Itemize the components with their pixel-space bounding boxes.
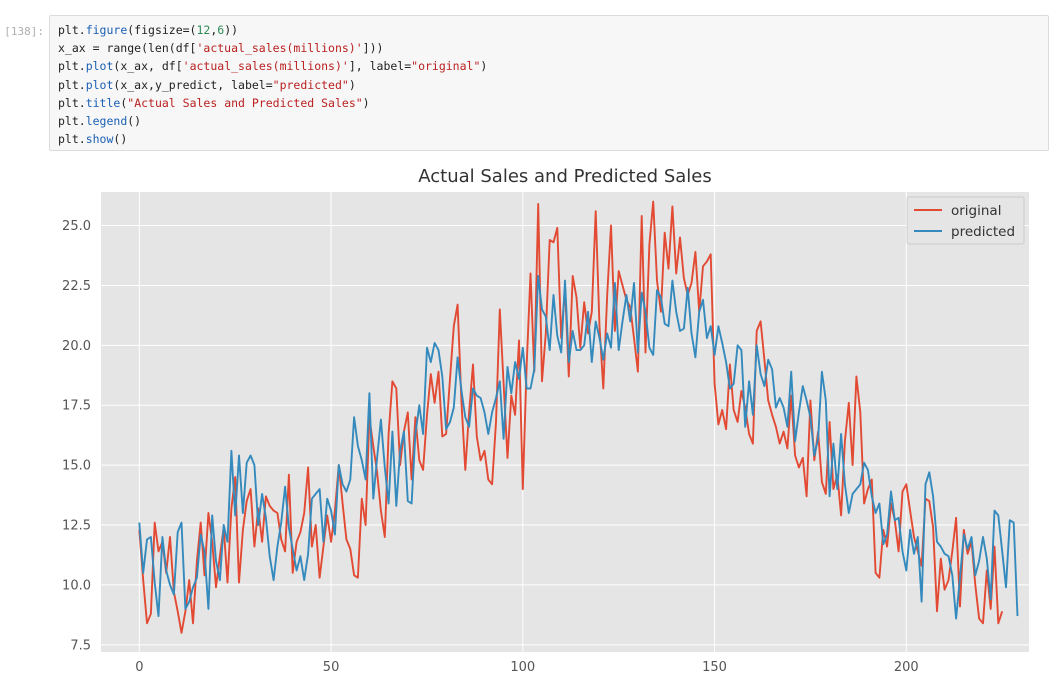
code-token: ) (348, 77, 356, 92)
code-token: show (85, 132, 114, 147)
grid (101, 192, 1029, 652)
code-token: figure (85, 23, 128, 37)
chart-figure: 7.5 10.0 12.5 15.0 17.5 20.0 22.5 25.0 0 50 100 150… (62, 166, 1029, 675)
code-token: plt. (58, 132, 86, 147)
code-token: plt. (58, 77, 86, 92)
x-tick-label: 200 (894, 660, 919, 675)
series-line-predicted (138, 274, 1019, 620)
series-lines (138, 200, 1019, 634)
y-tick-label: 15.0 (62, 459, 91, 474)
x-tick-label: 150 (702, 660, 727, 675)
legend-label-original: original (951, 203, 1001, 219)
code-token: (figsize=( (127, 23, 197, 37)
legend-label-predicted: predicted (951, 224, 1015, 240)
x-tick-label: 50 (323, 660, 340, 675)
code-line: plt.plot(x_ax, df['actual_sales(millions… (58, 57, 1048, 75)
code-token: ], label= (348, 59, 412, 74)
code-token: 'actual_sales(millions)' (196, 41, 363, 56)
tick-labels: 7.5 10.0 12.5 15.0 17.5 20.0 22.5 25.0 0 50 100 150… (62, 219, 919, 675)
y-tick-label: 7.5 (70, 638, 91, 653)
y-tick-label: 25.0 (62, 219, 91, 234)
code-token: )) (224, 23, 239, 37)
code-token: "Actual Sales and Predicted Sales" (127, 95, 363, 110)
code-token: plt. (58, 59, 86, 74)
code-token: plt. (58, 113, 86, 128)
code-token: title (85, 95, 121, 110)
code-token: (x_ax,y_predict, label= (113, 77, 273, 92)
code-token: ( (120, 95, 128, 110)
code-line: plt.show() (58, 130, 1048, 148)
y-tick-label: 20.0 (62, 339, 91, 354)
code-line: x_ax = range(len(df['actual_sales(millio… (58, 39, 1048, 57)
chart-title: Actual Sales and Predicted Sales (418, 166, 711, 187)
cell-prompt: [138]: (4, 25, 44, 38)
y-tick-label: 12.5 (62, 519, 91, 534)
code-token: plot (85, 77, 114, 92)
code-token: () (113, 132, 128, 147)
code-token: plt. (58, 23, 86, 37)
x-tick-label: 100 (510, 660, 535, 675)
plot-area (101, 192, 1029, 652)
code-line: plt.figure(figsize=(12,6)) (58, 21, 1048, 39)
code-cell[interactable]: plt.figure(figsize=(12,6)) x_ax = range(l… (49, 15, 1049, 151)
code-line: plt.legend() (58, 112, 1048, 130)
code-token: ) (480, 59, 488, 74)
y-tick-label: 22.5 (62, 279, 91, 294)
legend-box (906, 196, 1025, 245)
y-tick-label: 17.5 (62, 399, 91, 414)
code-token: 'actual_sales(millions)' (182, 59, 349, 74)
code-token: x_ax = range(len(df[ (58, 41, 197, 56)
code-token: "original" (411, 59, 481, 74)
code-token: plt. (58, 95, 86, 110)
code-token: ])) (362, 41, 384, 56)
code-token: 6 (217, 23, 225, 37)
code-line: plt.title("Actual Sales and Predicted Sa… (58, 94, 1048, 112)
series-line-original (138, 200, 1004, 634)
code-token: plot (85, 59, 114, 74)
code-token: () (127, 113, 142, 128)
y-tick-label: 10.0 (62, 578, 91, 593)
code-token: 12 (196, 23, 211, 37)
code-token: ) (362, 95, 370, 110)
code-token: , (210, 23, 218, 37)
code-token: legend (85, 113, 128, 128)
x-tick-label: 0 (135, 660, 143, 675)
legend: original predicted (906, 196, 1025, 245)
code-token: (x_ax, df[ (113, 59, 183, 74)
code-line: plt.plot(x_ax,y_predict, label="predicte… (58, 76, 1048, 94)
code-token: "predicted" (272, 77, 349, 92)
